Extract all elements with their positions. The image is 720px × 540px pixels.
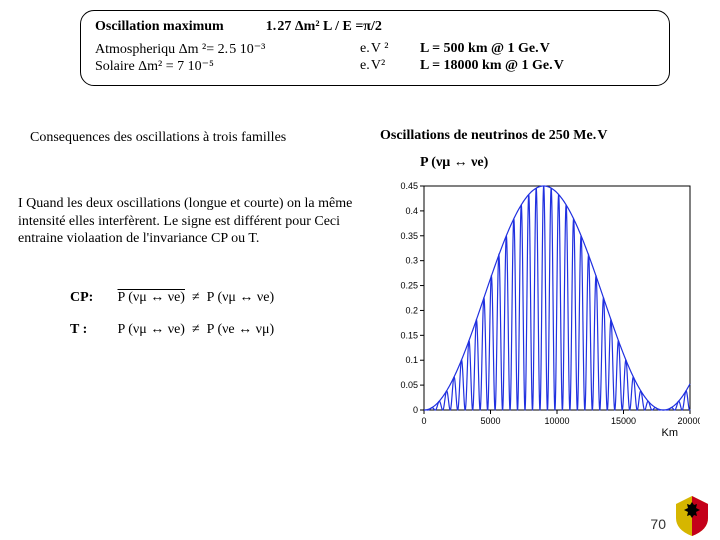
geneva-logo-icon xyxy=(672,494,712,538)
svg-text:15000: 15000 xyxy=(611,416,636,426)
paragraph: I Quand les deux oscillations (longue et… xyxy=(18,195,378,248)
t-left: P (νμ ↔ νe) xyxy=(118,322,185,337)
svg-text:0: 0 xyxy=(421,416,426,426)
neq-2: ≠ xyxy=(192,322,200,337)
svg-text:20000: 20000 xyxy=(677,416,700,426)
sol-left: Solaire Δm² = 7 10⁻⁵ xyxy=(95,59,214,74)
osc-title: Oscillations de neutrinos de 250 Me. V xyxy=(380,128,608,144)
prob-label: P (νμ ↔ νe) xyxy=(420,155,488,171)
osc-max-formula: 1. 27 Δm² L / E =π/2 xyxy=(266,19,382,34)
svg-text:Km: Km xyxy=(662,427,679,439)
osc-max-label: Oscillation maximum xyxy=(95,19,224,34)
cp-label: CP: xyxy=(70,290,114,306)
cp-right: P (νμ ↔ νe) xyxy=(207,290,274,305)
atmo-left: Atmospheriqu Δm ²= 2. 5 10⁻³ xyxy=(95,42,265,57)
svg-text:0.25: 0.25 xyxy=(400,281,418,291)
neq-1: ≠ xyxy=(192,290,200,305)
svg-text:0.45: 0.45 xyxy=(400,181,418,191)
t-right: P (νe ↔ νμ) xyxy=(207,322,274,337)
svg-text:10000: 10000 xyxy=(544,416,569,426)
formulas: CP: P (νμ ↔ νe) ≠ P (νμ ↔ νe) T : P (νμ … xyxy=(70,290,274,354)
sol-mid: e. V² xyxy=(360,58,385,73)
svg-text:0: 0 xyxy=(413,405,418,415)
svg-text:0.15: 0.15 xyxy=(400,330,418,340)
sol-right: L = 18000 km @ 1 Ge. V xyxy=(420,58,564,73)
svg-text:0.4: 0.4 xyxy=(405,206,418,216)
svg-text:0.35: 0.35 xyxy=(400,231,418,241)
atmo-mid: e. V ² xyxy=(360,41,388,56)
svg-text:0.2: 0.2 xyxy=(405,305,418,315)
svg-text:0.1: 0.1 xyxy=(405,355,418,365)
param-box: Oscillation maximum 1. 27 Δm² L / E =π/2… xyxy=(80,10,670,86)
svg-text:0.05: 0.05 xyxy=(400,380,418,390)
atmo-right: L = 500 km @ 1 Ge. V xyxy=(420,41,550,56)
page-number: 70 xyxy=(650,516,666,532)
t-label: T : xyxy=(70,322,114,338)
svg-text:0.3: 0.3 xyxy=(405,256,418,266)
svg-text:5000: 5000 xyxy=(480,416,500,426)
consequences-text: Consequences des oscillations à trois fa… xyxy=(30,130,286,146)
cp-left: P (νμ ↔ νe) xyxy=(118,290,185,306)
oscillation-chart: 0 5000 10000 15000 20000 0 0.05 0.1 0.15 0.2 0.25 0… xyxy=(380,180,700,440)
